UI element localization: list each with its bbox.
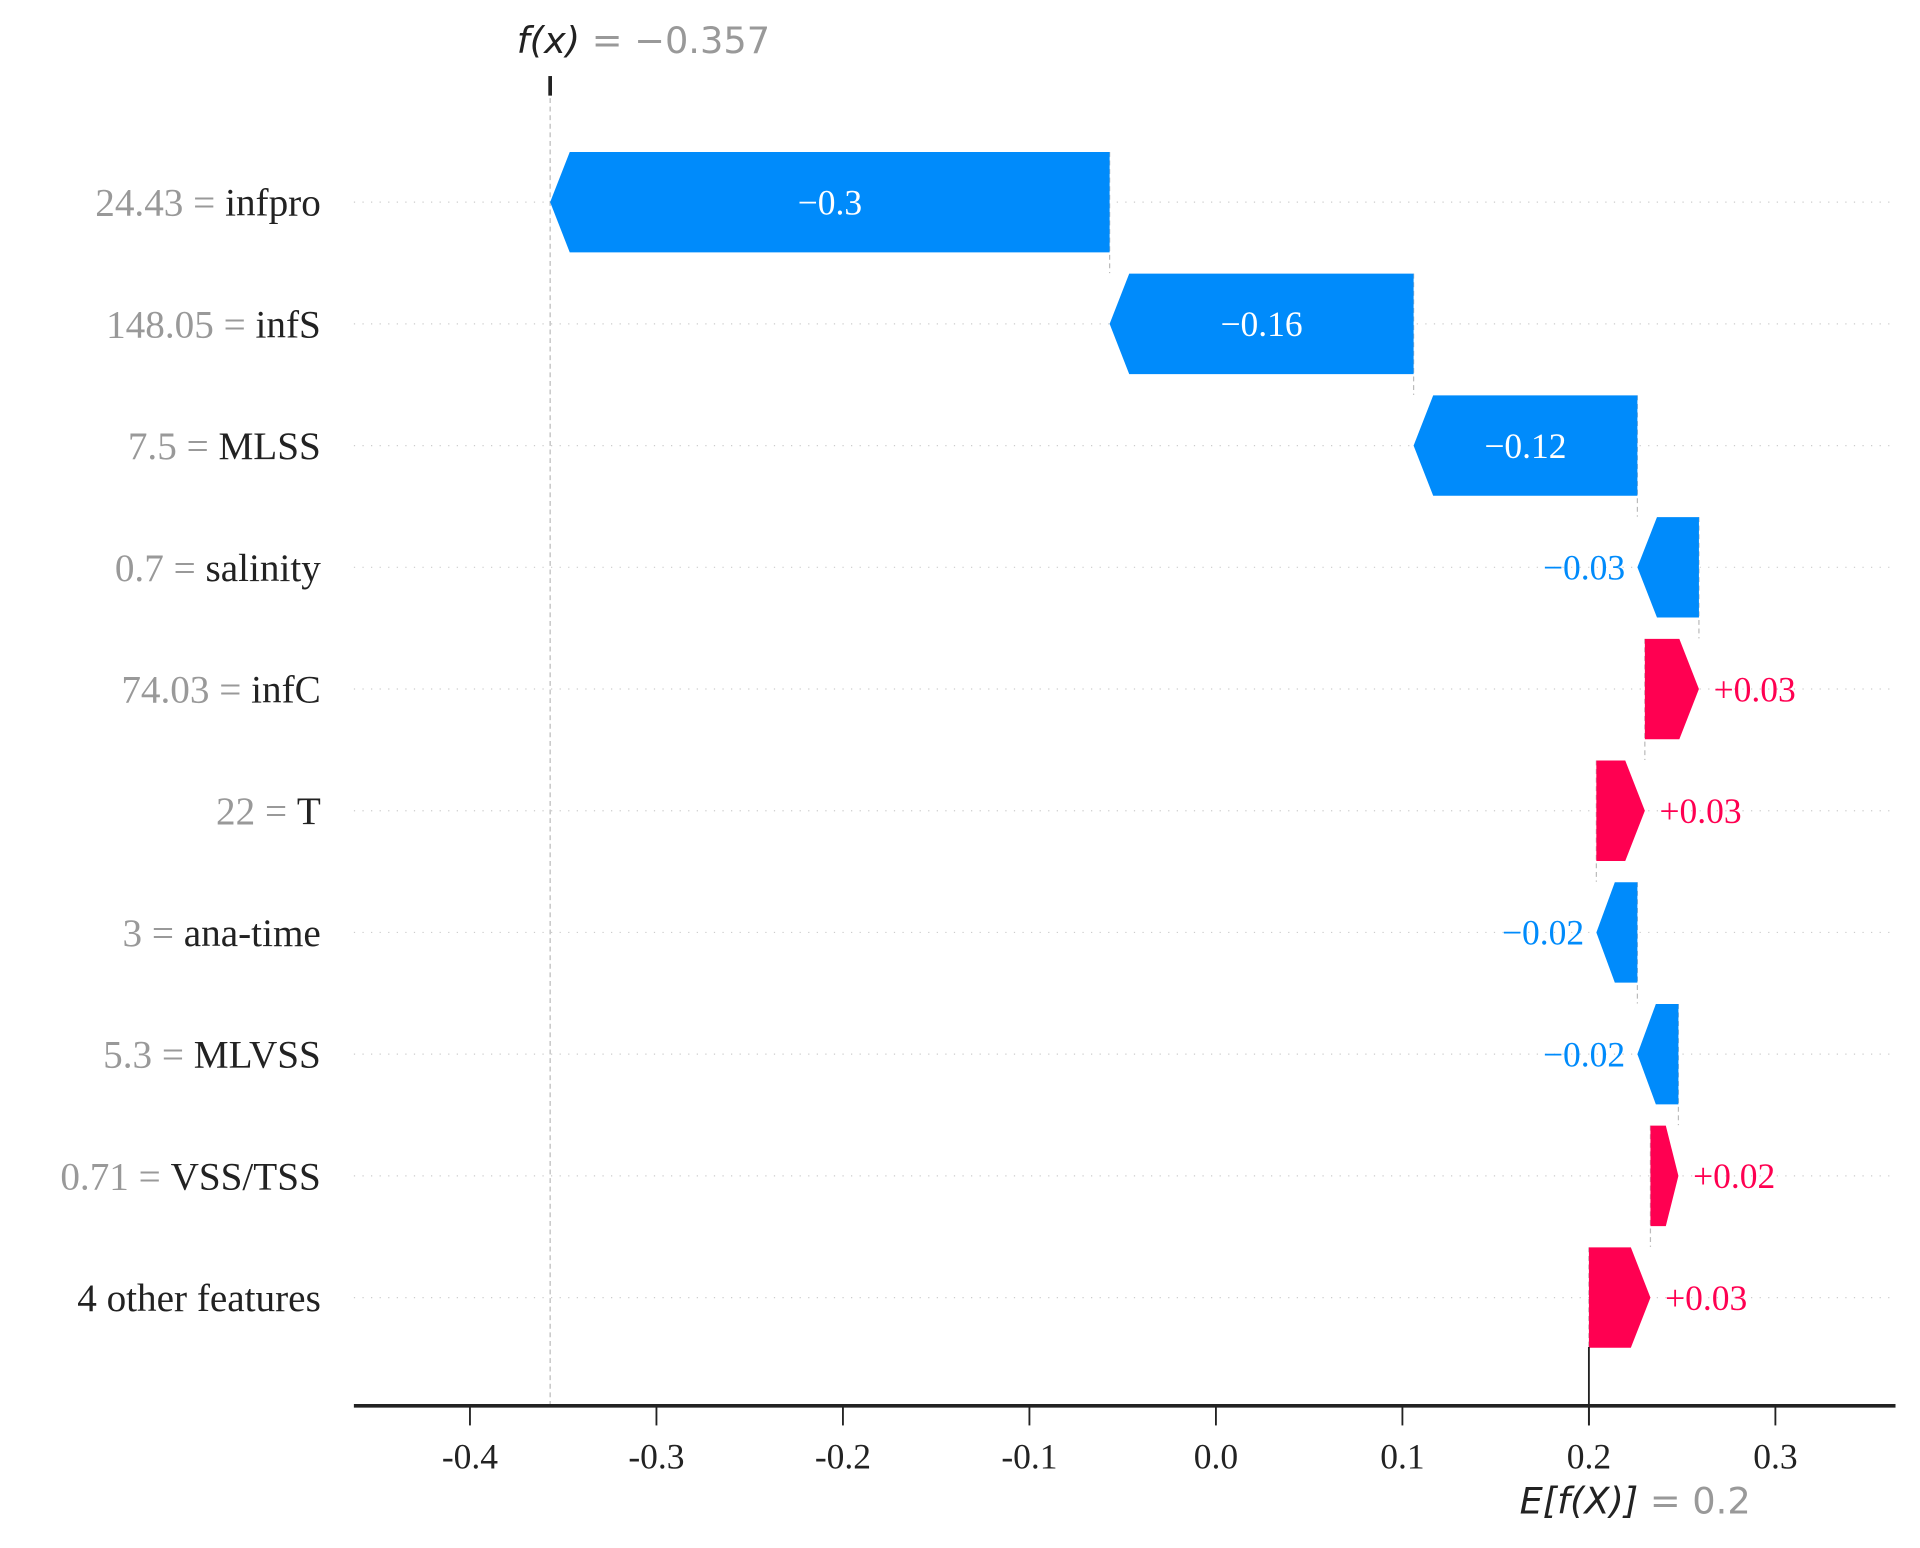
feature-value: 24.43 = bbox=[95, 182, 225, 225]
feature-value: 3 = bbox=[123, 912, 184, 955]
bar-value-label: −0.03 bbox=[1543, 548, 1625, 588]
feature-label: 7.5 = MLSS bbox=[128, 425, 321, 468]
bar-infpro bbox=[550, 151, 1110, 253]
feature-label: 0.71 = VSS/TSS bbox=[60, 1155, 320, 1198]
feature-label: 0.7 = salinity bbox=[115, 547, 321, 590]
bar-value-label: +0.03 bbox=[1665, 1278, 1747, 1318]
efx-label: E[f(X)] bbox=[1520, 1480, 1639, 1523]
feature-value: 0.7 = bbox=[115, 547, 206, 590]
bar-salinity bbox=[1637, 517, 1699, 618]
efx-value: 0.2 bbox=[1692, 1480, 1750, 1523]
x-tick-label: 0.0 bbox=[1194, 1436, 1238, 1476]
bar-vss-tss bbox=[1650, 1125, 1679, 1227]
bar-value-label: −0.02 bbox=[1543, 1034, 1625, 1074]
bar-4-other-features bbox=[1588, 1247, 1651, 1348]
bars: −0.3 −0.16 −0.12 −0.03 +0.03 +0.03 −0.02 −0.02 +… bbox=[550, 151, 1796, 1348]
bar-value-label: +0.03 bbox=[1660, 791, 1742, 831]
feature-labels: 24.43 = infpro 148.05 = infS 7.5 = MLSS 0.7… bbox=[60, 182, 321, 1320]
bar-ana-time bbox=[1596, 882, 1638, 983]
feature-name: infC bbox=[251, 668, 321, 711]
bar-value-label: −0.02 bbox=[1502, 913, 1584, 953]
fx-value: −0.357 bbox=[634, 19, 770, 62]
feature-value: 148.05 = bbox=[106, 303, 255, 346]
x-tick-label: 0.3 bbox=[1753, 1436, 1797, 1476]
bar-value-label: −0.12 bbox=[1484, 426, 1566, 466]
feature-label: 3 = ana-time bbox=[123, 912, 321, 955]
feature-name: MLVSS bbox=[194, 1034, 321, 1077]
x-tick-label: 0.1 bbox=[1380, 1436, 1424, 1476]
x-tick-label: -0.2 bbox=[815, 1436, 871, 1476]
x-tick-label: -0.3 bbox=[628, 1436, 684, 1476]
bar-value-label: +0.03 bbox=[1714, 669, 1796, 709]
x-tick-label: -0.1 bbox=[1001, 1436, 1057, 1476]
bar-infc bbox=[1644, 638, 1699, 740]
feature-label: 148.05 = infS bbox=[106, 303, 321, 346]
bar-mlvss bbox=[1637, 1003, 1679, 1105]
feature-label: 5.3 = MLVSS bbox=[103, 1034, 321, 1077]
feature-name: ana-time bbox=[184, 912, 321, 955]
feature-value: 74.03 = bbox=[121, 668, 251, 711]
fx-annotation: f(x) = −0.357 bbox=[517, 19, 770, 96]
feature-value: 5.3 = bbox=[103, 1034, 194, 1077]
feature-name: salinity bbox=[205, 547, 321, 590]
bar-value-label: −0.16 bbox=[1221, 304, 1303, 344]
fx-label: f(x) bbox=[517, 19, 580, 62]
feature-value: 0.71 = bbox=[60, 1155, 170, 1198]
feature-name: infS bbox=[256, 303, 321, 346]
x-axis: -0.4 -0.3 -0.2 -0.1 0.0 0.1 0.2 0.3 bbox=[353, 1347, 1896, 1476]
x-tick-label: 0.2 bbox=[1567, 1436, 1611, 1476]
feature-name: infpro bbox=[225, 182, 321, 225]
bar-mlss bbox=[1413, 395, 1638, 496]
bar-value-label: +0.02 bbox=[1693, 1156, 1775, 1196]
feature-label: 4 other features bbox=[77, 1277, 321, 1320]
feature-name: VSS/TSS bbox=[171, 1155, 321, 1198]
feature-label: 74.03 = infC bbox=[121, 668, 320, 711]
bar-t bbox=[1596, 760, 1645, 861]
feature-name: MLSS bbox=[218, 425, 320, 468]
feature-value: 22 = bbox=[216, 790, 297, 833]
x-tick-label: -0.4 bbox=[442, 1436, 498, 1476]
feature-value: 7.5 = bbox=[128, 425, 219, 468]
feature-label: 24.43 = infpro bbox=[95, 182, 321, 225]
feature-name: T bbox=[297, 790, 321, 833]
efx-annotation: E[f(X)] = 0.2 bbox=[1520, 1480, 1751, 1523]
feature-label: 22 = T bbox=[216, 790, 321, 833]
bar-value-label: −0.3 bbox=[798, 182, 862, 222]
feature-name: 4 other features bbox=[77, 1277, 321, 1320]
bar-infs bbox=[1109, 273, 1414, 375]
svg-text:f(x) = −0.357: f(x) = −0.357 bbox=[517, 19, 770, 62]
svg-text:E[f(X)] = 0.2: E[f(X)] = 0.2 bbox=[1520, 1480, 1751, 1523]
